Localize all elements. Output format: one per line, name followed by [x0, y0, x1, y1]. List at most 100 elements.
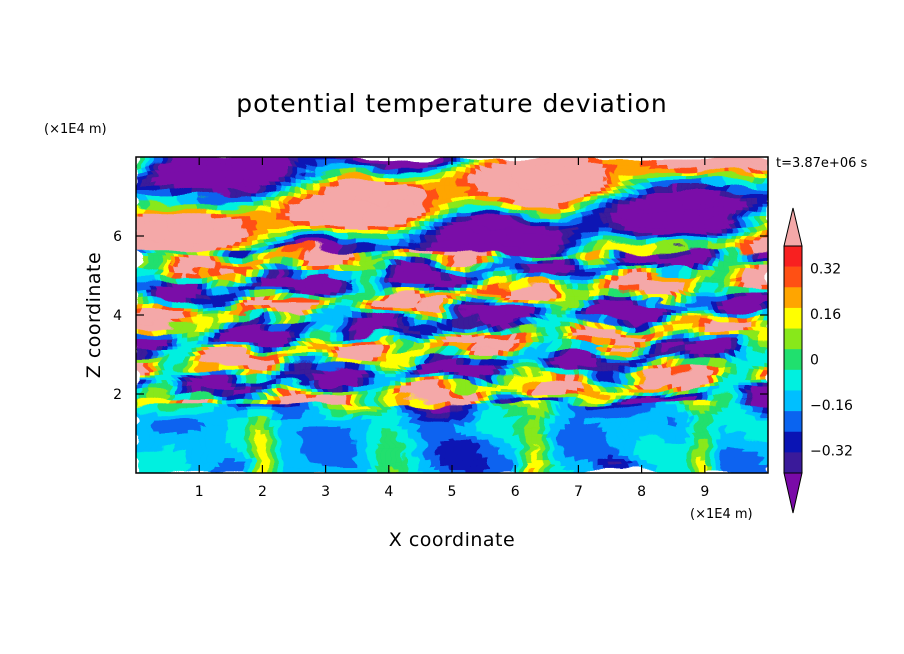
- heatmap-cell: [251, 309, 258, 316]
- heatmap-cell: [330, 467, 337, 473]
- heatmap-cell: [435, 339, 442, 346]
- chart-title: potential temperature deviation: [236, 89, 667, 118]
- heatmap-cell: [420, 467, 427, 473]
- heatmap-cell: [377, 368, 384, 375]
- heatmap-cell: [183, 334, 190, 341]
- heatmap-cell: [530, 428, 537, 434]
- heatmap-cell: [651, 319, 658, 326]
- heatmap-cell: [746, 304, 753, 311]
- heatmap-cell: [293, 299, 300, 306]
- heatmap-cell: [341, 270, 348, 276]
- heatmap-cell: [177, 329, 184, 336]
- heatmap-cell: [604, 363, 611, 370]
- heatmap-cell: [377, 447, 384, 454]
- heatmap-cell: [372, 265, 379, 271]
- heatmap-cell: [367, 270, 374, 276]
- heatmap-cell: [609, 304, 616, 311]
- heatmap-cell: [409, 294, 416, 301]
- heatmap-cell: [398, 457, 405, 464]
- heatmap-cell: [483, 408, 490, 415]
- heatmap-cell: [446, 339, 453, 346]
- heatmap-cell: [620, 452, 627, 459]
- heatmap-cell: [451, 275, 458, 281]
- heatmap-cell: [562, 324, 569, 331]
- heatmap-cell: [635, 284, 642, 291]
- heatmap-cell: [335, 329, 342, 336]
- heatmap-cell: [604, 314, 611, 321]
- heatmap-cell: [572, 388, 579, 395]
- heatmap-cell: [588, 467, 595, 473]
- heatmap-cell: [699, 373, 706, 380]
- heatmap-cell: [393, 294, 400, 301]
- heatmap-cell: [140, 373, 147, 380]
- heatmap-cell: [525, 462, 532, 469]
- heatmap-cell: [588, 452, 595, 459]
- heatmap-cell: [678, 388, 685, 395]
- heatmap-cell: [209, 270, 216, 276]
- heatmap-cell: [672, 467, 679, 473]
- heatmap-cell: [151, 294, 158, 301]
- heatmap-cell: [736, 447, 743, 454]
- heatmap-cell: [462, 442, 469, 449]
- heatmap-cell: [156, 413, 163, 420]
- heatmap-cell: [235, 304, 242, 311]
- heatmap-cell: [393, 368, 400, 375]
- heatmap-cell: [183, 280, 190, 286]
- heatmap-cell: [240, 373, 247, 380]
- heatmap-cell: [541, 457, 548, 464]
- heatmap-cell: [520, 324, 527, 331]
- heatmap-cell: [330, 447, 337, 454]
- heatmap-cell: [620, 280, 627, 286]
- heatmap-cell: [204, 413, 211, 420]
- heatmap-cell: [293, 284, 300, 291]
- heatmap-cell: [477, 403, 484, 410]
- heatmap-cell: [309, 324, 316, 331]
- heatmap-cell: [304, 393, 311, 400]
- heatmap-cell: [762, 447, 768, 454]
- heatmap-cell: [541, 452, 548, 459]
- heatmap-cell: [309, 354, 316, 360]
- heatmap-cell: [319, 418, 326, 425]
- heatmap-cell: [688, 314, 695, 321]
- heatmap-cell: [551, 319, 558, 326]
- heatmap-cell: [556, 354, 563, 360]
- heatmap-cell: [693, 418, 700, 425]
- heatmap-cell: [657, 309, 664, 316]
- heatmap-cell: [609, 428, 616, 434]
- heatmap-cell: [572, 378, 579, 385]
- heatmap-cell: [367, 354, 374, 360]
- heatmap-cell: [246, 270, 253, 276]
- heatmap-cell: [725, 309, 732, 316]
- heatmap-cell: [746, 275, 753, 281]
- heatmap-cell: [709, 368, 716, 375]
- heatmap-cell: [240, 304, 247, 311]
- heatmap-cell: [678, 403, 685, 410]
- heatmap-cell: [377, 428, 384, 434]
- heatmap-cell: [409, 363, 416, 370]
- heatmap-cell: [456, 442, 463, 449]
- heatmap-cell: [614, 334, 621, 341]
- heatmap-cell: [293, 423, 300, 429]
- heatmap-cell: [451, 418, 458, 425]
- heatmap-cell: [630, 383, 637, 390]
- heatmap-cell: [451, 354, 458, 360]
- heatmap-cell: [219, 398, 226, 405]
- heatmap-cell: [420, 265, 427, 271]
- heatmap-cell: [535, 378, 542, 385]
- heatmap-cell: [714, 433, 721, 439]
- heatmap-cell: [720, 368, 727, 375]
- heatmap-cell: [409, 388, 416, 395]
- heatmap-cell: [651, 393, 658, 400]
- heatmap-cell: [235, 368, 242, 375]
- heatmap-cell: [641, 393, 648, 400]
- heatmap-cell: [146, 373, 153, 380]
- heatmap-cell: [662, 462, 669, 469]
- heatmap-cell: [235, 428, 242, 434]
- heatmap-cell: [588, 309, 595, 316]
- heatmap-cell: [404, 398, 411, 405]
- heatmap-cell: [193, 457, 200, 464]
- heatmap-cell: [225, 289, 232, 296]
- heatmap-cell: [499, 289, 506, 296]
- heatmap-cell: [188, 280, 195, 286]
- heatmap-cell: [651, 428, 658, 434]
